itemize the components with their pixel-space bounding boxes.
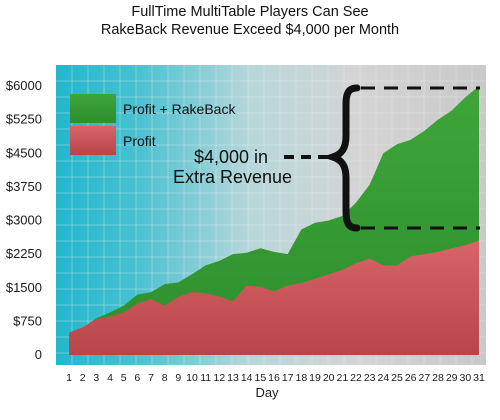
x-tick-label: 2 — [80, 372, 86, 384]
x-tick-label: 14 — [241, 372, 253, 384]
x-tick-label: 18 — [295, 372, 307, 384]
annotation-line-2: Extra Revenue — [173, 167, 292, 187]
legend-swatch-profit — [70, 126, 116, 155]
y-tick-label: $3750 — [6, 179, 42, 194]
x-tick-label: 23 — [364, 372, 376, 384]
legend: Profit + RakeBack Profit — [70, 94, 236, 155]
x-tick-label: 13 — [227, 372, 239, 384]
x-tick-label: 5 — [121, 372, 127, 384]
y-axis-ticks: 0 $750 $1500 $2250 $3000 $3750 $4500 $5250 $6000 — [6, 78, 42, 362]
x-tick-label: 11 — [200, 372, 211, 384]
annotation-line-1: $4,000 in — [194, 147, 268, 167]
x-tick-label: 7 — [148, 372, 154, 384]
x-axis-title: Day — [255, 385, 279, 400]
chart-subtitle: RakeBack Revenue Exceed $4,000 per Month — [100, 22, 400, 38]
x-tick-label: 3 — [93, 372, 99, 384]
legend-label-profit: Profit — [123, 133, 156, 149]
x-tick-label: 12 — [213, 372, 225, 384]
y-tick-label: $3000 — [6, 213, 42, 228]
y-tick-label: $1500 — [6, 280, 42, 295]
x-tick-label: 17 — [282, 372, 294, 384]
y-tick-label: $6000 — [6, 78, 42, 93]
x-tick-label: 10 — [186, 372, 198, 384]
chart-title-block: FullTime MultiTable Players Can See Rake… — [0, 3, 500, 39]
x-tick-label: 21 — [336, 372, 348, 384]
x-tick-label: 6 — [134, 372, 140, 384]
series-areas — [69, 86, 479, 355]
annotation-brace — [321, 84, 361, 232]
x-tick-label: 25 — [391, 372, 403, 384]
x-tick-label: 1 — [66, 372, 72, 384]
x-tick-label: 20 — [323, 372, 335, 384]
y-tick-label: 0 — [35, 347, 42, 362]
x-tick-label: 8 — [162, 372, 168, 384]
x-tick-label: 27 — [418, 372, 430, 384]
y-tick-label: $4500 — [6, 145, 42, 160]
x-tick-label: 16 — [268, 372, 280, 384]
annotation: $4,000 in Extra Revenue — [173, 84, 480, 232]
series-area-profit — [69, 240, 479, 355]
y-tick-label: $2250 — [6, 246, 42, 261]
chart-title: FullTime MultiTable Players Can See — [131, 4, 369, 20]
x-tick-label: 24 — [377, 372, 389, 384]
x-tick-label: 30 — [459, 372, 471, 384]
x-tick-label: 26 — [405, 372, 417, 384]
legend-swatch-profit-plus-rakeback — [70, 94, 116, 123]
x-tick-label: 31 — [473, 372, 485, 384]
x-tick-label: 9 — [175, 372, 181, 384]
y-tick-label: $750 — [13, 313, 42, 328]
x-tick-label: 19 — [309, 372, 321, 384]
legend-label-profit-plus-rakeback: Profit + RakeBack — [123, 101, 236, 117]
x-tick-label: 22 — [350, 372, 362, 384]
x-axis-ticks: 1 2 3 4 5 6 7 8 9 10 11 12 13 14 15 16 17 18 19 20 21 22 23 24 2… — [66, 372, 485, 384]
x-tick-label: 15 — [254, 372, 266, 384]
x-tick-label: 4 — [107, 372, 113, 384]
x-tick-label: 28 — [432, 372, 444, 384]
y-tick-label: $5250 — [6, 112, 42, 127]
x-tick-label: 29 — [446, 372, 458, 384]
